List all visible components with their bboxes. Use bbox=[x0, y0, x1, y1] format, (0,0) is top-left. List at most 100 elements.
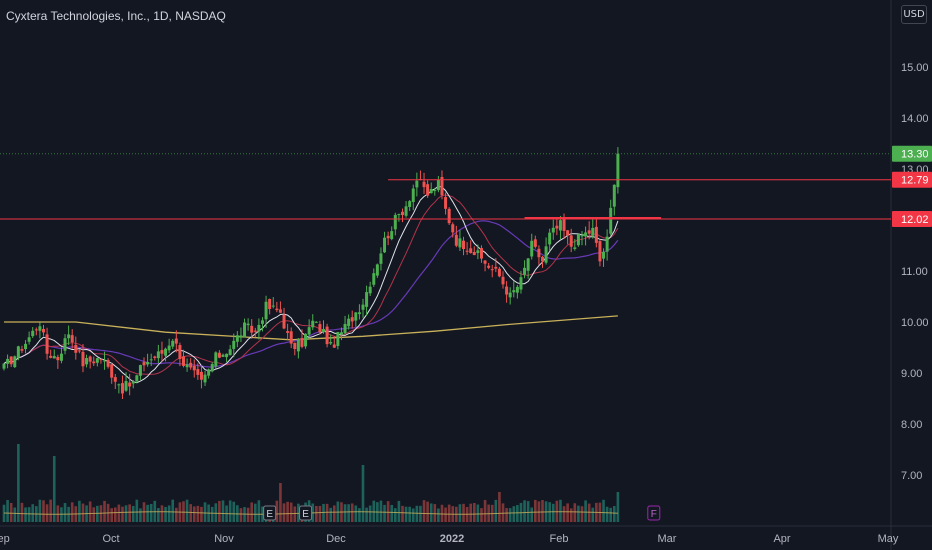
volume-bar bbox=[124, 505, 128, 522]
volume-bar bbox=[189, 504, 192, 522]
candle-body bbox=[605, 236, 609, 252]
candle-body bbox=[465, 250, 469, 252]
volume-bar bbox=[322, 503, 325, 522]
candle-body bbox=[354, 312, 358, 321]
volume-bar bbox=[27, 507, 31, 522]
candle-body bbox=[124, 381, 128, 391]
volume-bar bbox=[315, 505, 318, 522]
candle-body bbox=[138, 365, 142, 376]
candle-body bbox=[92, 361, 96, 364]
price-tick-label: 11.00 bbox=[901, 266, 928, 278]
volume-bar bbox=[498, 492, 501, 522]
volume-bar bbox=[440, 504, 444, 522]
candle-body bbox=[347, 318, 351, 327]
volume-bar bbox=[92, 507, 96, 522]
candle-body bbox=[332, 344, 336, 348]
level-tag-12-79-label: 12.79 bbox=[901, 175, 929, 187]
volume-bar bbox=[501, 503, 505, 522]
volume-bar bbox=[469, 503, 472, 522]
volume-bar bbox=[361, 465, 365, 522]
candle-body bbox=[379, 253, 383, 264]
candlesticks bbox=[2, 147, 620, 400]
candle-body bbox=[304, 333, 308, 347]
time-tick-label: Dec bbox=[326, 533, 346, 545]
price-axis: 7.008.009.0010.0011.0012.0013.0014.0015.… bbox=[892, 62, 932, 482]
candle-body bbox=[415, 180, 419, 188]
volume-bar bbox=[175, 507, 178, 522]
time-tick-label: Oct bbox=[102, 533, 119, 545]
volume-bar bbox=[541, 499, 544, 522]
volume-bar bbox=[318, 505, 322, 522]
candle-body bbox=[375, 264, 379, 276]
candle-body bbox=[339, 332, 343, 335]
candle-body bbox=[246, 323, 250, 326]
volume-bar bbox=[121, 506, 124, 522]
volume-bar bbox=[286, 501, 289, 522]
volume-bar bbox=[562, 506, 566, 522]
candle-body bbox=[497, 268, 501, 277]
candle-body bbox=[548, 232, 552, 245]
candle-body bbox=[106, 360, 110, 367]
candle-body bbox=[156, 351, 160, 359]
volume-bar bbox=[415, 505, 419, 522]
candle-body bbox=[135, 375, 139, 382]
candle-body bbox=[533, 239, 537, 247]
volume-bar bbox=[239, 508, 243, 522]
volume-bar bbox=[117, 504, 121, 522]
candle-body bbox=[512, 290, 516, 293]
volume-bar bbox=[131, 505, 135, 522]
volume-bar bbox=[45, 504, 49, 522]
volume-bar bbox=[401, 505, 404, 522]
candle-body bbox=[239, 335, 243, 338]
candle-body bbox=[573, 247, 577, 249]
volume-bar bbox=[214, 503, 218, 522]
candle-body bbox=[110, 364, 114, 378]
volume-bar bbox=[408, 506, 411, 522]
candle-body bbox=[436, 180, 440, 191]
volume-bar bbox=[293, 506, 297, 522]
volume-bar bbox=[218, 500, 221, 522]
volume-bar bbox=[505, 508, 508, 522]
candle-body bbox=[113, 377, 117, 382]
candle-body bbox=[81, 351, 85, 367]
ma-10-line bbox=[3, 185, 619, 384]
volume-bar bbox=[422, 500, 426, 522]
volume-bar bbox=[559, 499, 562, 522]
candle-body bbox=[544, 246, 548, 263]
volume-bar bbox=[135, 499, 139, 522]
candle-body bbox=[6, 358, 10, 364]
volume-bar bbox=[149, 503, 153, 522]
candle-body bbox=[207, 369, 211, 376]
volume-bar bbox=[250, 502, 254, 522]
candle-body bbox=[444, 197, 448, 209]
level-tag-12-02 bbox=[892, 210, 932, 227]
volume-bar bbox=[394, 508, 397, 522]
candle-body bbox=[469, 248, 473, 253]
currency-button[interactable]: USD bbox=[901, 5, 927, 24]
volume-bar bbox=[88, 501, 92, 522]
candle-body bbox=[56, 356, 60, 361]
level-tag-12-79 bbox=[892, 171, 932, 188]
time-tick-label: Apr bbox=[773, 533, 790, 545]
candle-body bbox=[404, 206, 408, 216]
candle-body bbox=[584, 232, 588, 237]
volume-bar bbox=[146, 504, 149, 522]
candle-body bbox=[63, 338, 67, 351]
volume-bar bbox=[42, 500, 45, 522]
candle-body bbox=[433, 190, 437, 192]
volume-bar bbox=[17, 444, 20, 522]
volume-bar bbox=[577, 505, 580, 522]
candle-body bbox=[490, 269, 494, 271]
volume-bar bbox=[411, 508, 415, 522]
candle-body bbox=[88, 356, 92, 362]
candle-body bbox=[185, 364, 189, 368]
candle-body bbox=[257, 324, 261, 332]
candle-body bbox=[429, 188, 433, 194]
price-tick-label: 15.00 bbox=[901, 62, 929, 74]
time-tick-label: Sep bbox=[0, 533, 10, 545]
volume-bar bbox=[591, 507, 595, 522]
candle-body bbox=[400, 211, 404, 216]
candle-body bbox=[372, 273, 376, 285]
volume-bar bbox=[613, 506, 616, 522]
